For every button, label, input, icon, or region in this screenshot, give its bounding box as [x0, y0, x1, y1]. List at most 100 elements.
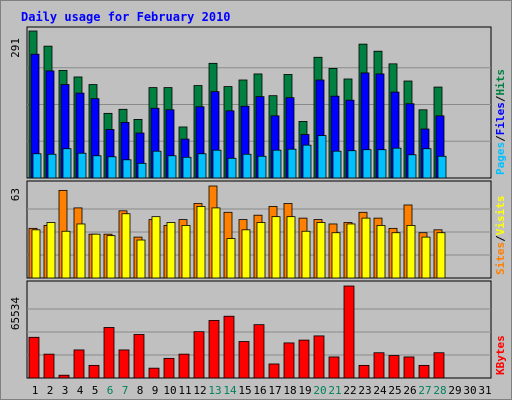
x-tick-label: 8 [137, 384, 144, 397]
pages-bar [47, 153, 57, 179]
legend-sep1: / [494, 135, 507, 142]
visits-bar [316, 222, 326, 279]
kbytes-bar [298, 339, 310, 379]
pages-bar [92, 155, 102, 179]
kbytes-bar [118, 349, 130, 379]
y-axis-max-label: 65534 [9, 297, 22, 330]
visits-bar [241, 229, 251, 279]
kbytes-bar [43, 353, 55, 379]
x-tick-label: 4 [77, 384, 84, 397]
visits-bar [136, 239, 146, 279]
x-tick-label: 21 [328, 384, 341, 397]
kbytes-bar [403, 356, 415, 379]
visits-bar [166, 222, 176, 279]
pages-bar [302, 144, 312, 179]
x-tick-label: 1 [32, 384, 39, 397]
pages-bar [107, 156, 117, 179]
kbytes-bar [343, 285, 355, 379]
legend-sep2: / [494, 95, 507, 102]
x-tick-label: 10 [163, 384, 176, 397]
kbytes-bar [283, 342, 295, 379]
visits-bar [436, 232, 446, 279]
kbytes-bar [268, 363, 280, 379]
visits-bar [91, 233, 101, 279]
x-tick-label: 31 [478, 384, 491, 397]
visits-bar [421, 236, 431, 279]
kbytes-bar [358, 364, 370, 379]
visits-bar [391, 232, 401, 279]
pages-bar [287, 148, 297, 179]
x-tick-label: 11 [178, 384, 191, 397]
pages-bar [77, 152, 87, 179]
visits-bar [61, 230, 71, 279]
visits-bar [301, 230, 311, 279]
legend-files: Files [494, 102, 507, 135]
visits-bar [376, 225, 386, 279]
visits-bar [361, 217, 371, 279]
pages-bar [437, 155, 447, 179]
pages-bar [227, 157, 237, 179]
kbytes-bar [103, 327, 115, 379]
pages-bar [137, 162, 147, 179]
visits-bar [106, 235, 116, 279]
kbytes-bar [178, 353, 190, 379]
pages-bar [257, 155, 267, 179]
kbytes-bar [88, 364, 100, 379]
chart-title: Daily usage for February 2010 [21, 10, 231, 24]
x-tick-label: 12 [193, 384, 206, 397]
kbytes-bar [388, 355, 400, 379]
x-tick-label: 28 [433, 384, 446, 397]
kbytes-bar [328, 356, 340, 379]
x-tick-label: 14 [223, 384, 237, 397]
x-tick-label: 25 [388, 384, 401, 397]
pages-bar [392, 147, 402, 179]
x-tick-label: 18 [283, 384, 296, 397]
visits-bar [211, 207, 221, 279]
kbytes-bar [313, 335, 325, 379]
chart-panel-3: 65534 KBytes [9, 280, 507, 379]
kbytes-bar [373, 352, 385, 379]
kbytes-bar [133, 334, 145, 379]
pages-bar [242, 153, 252, 179]
x-tick-label: 6 [107, 384, 114, 397]
legend-hits: Hits [494, 69, 507, 96]
visits-bar [181, 225, 191, 279]
kbytes-bar [148, 367, 160, 379]
pages-bar [407, 154, 417, 179]
x-tick-label: 27 [418, 384, 431, 397]
visits-bar [406, 225, 416, 279]
legend-pages: Pages [494, 142, 507, 175]
legend-kbytes: KBytes [494, 335, 507, 375]
pages-bar [347, 150, 357, 179]
kbytes-bar [193, 331, 205, 379]
x-tick-label: 7 [122, 384, 129, 397]
x-tick-label: 24 [373, 384, 387, 397]
legend: Sites/Visits [494, 196, 507, 276]
pages-bar [182, 156, 192, 179]
pages-bar [122, 159, 132, 179]
pages-bar [332, 150, 342, 179]
legend-sep1: / [494, 235, 507, 242]
x-tick-label: 2 [47, 384, 54, 397]
x-tick-label: 26 [403, 384, 416, 397]
visits-bar [151, 216, 161, 279]
x-axis-labels: 1 2 3 4 5 6 7 8 9 10 11 12 13 14 15 16 17 18 19 20 21 22 23 24 2… [32, 384, 492, 397]
x-tick-label: 23 [358, 384, 371, 397]
chart-panel-2: 63 Sites/Visits [9, 180, 507, 279]
pages-bar [272, 149, 282, 179]
visits-bar [256, 222, 266, 279]
y-axis-max-label: 291 [9, 38, 22, 58]
pages-bar [317, 135, 327, 179]
kbytes-bar [73, 349, 85, 379]
pages-bar [377, 149, 387, 179]
visits-bar [331, 232, 341, 279]
kbytes-bar [28, 336, 40, 379]
legend: KBytes [494, 335, 507, 375]
x-tick-label: 17 [268, 384, 281, 397]
kbytes-bar [433, 352, 445, 379]
x-tick-label: 3 [62, 384, 69, 397]
kbytes-bar [58, 374, 70, 379]
kbytes-bar [418, 364, 430, 379]
